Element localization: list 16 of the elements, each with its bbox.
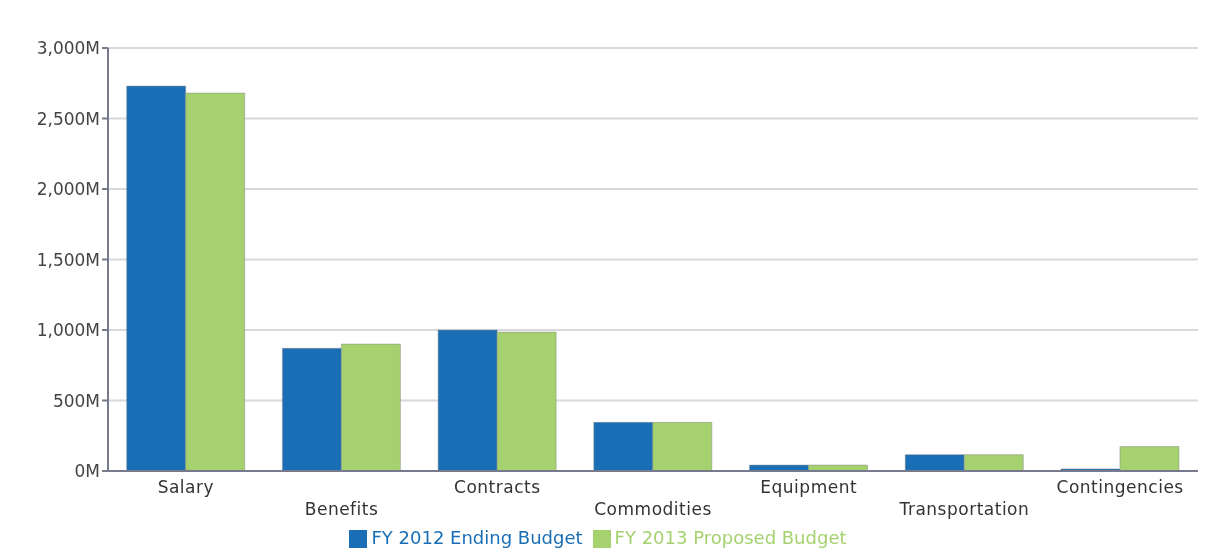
y-tick-label: 2,000M	[36, 179, 100, 200]
x-tick-label: Contracts	[454, 477, 541, 497]
y-tick-label: 0M	[74, 461, 100, 482]
x-tick-label: Contingencies	[1056, 477, 1184, 497]
x-tick-label: Equipment	[760, 477, 858, 497]
x-tick-label: Commodities	[594, 499, 712, 519]
y-tick-label: 1,500M	[36, 249, 100, 270]
x-tick-label: Salary	[157, 477, 215, 497]
y-tick-label: 1,000M	[36, 320, 100, 341]
x-tick-label: Benefits	[304, 499, 379, 519]
y-tick-label: 3,000M	[36, 38, 100, 59]
y-tick-label: 500M	[52, 390, 100, 411]
legend-label: FY 2012 Ending Budget	[371, 527, 583, 548]
x-tick-label: Transportation	[898, 499, 1030, 519]
y-tick-label: 2,500M	[36, 108, 100, 129]
legend-label: FY 2013 Proposed Budget	[614, 527, 847, 548]
